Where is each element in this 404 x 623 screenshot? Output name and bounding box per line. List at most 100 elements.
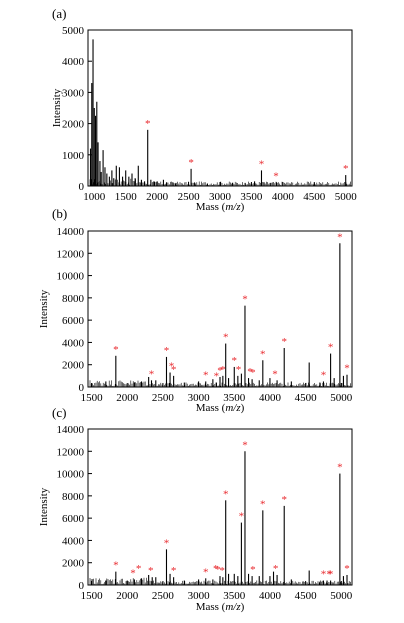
peak-marker-asterisk: * [188,157,194,169]
y-tick-label: 2000 [62,558,85,570]
peak-marker-asterisk: * [250,564,256,576]
peak-marker-asterisk: * [273,563,279,575]
peak-marker-asterisk: * [273,170,279,182]
y-tick-label: 10000 [57,271,85,283]
y-tick-label: 2000 [62,360,85,372]
peak-marker-asterisk: * [113,344,119,356]
x-tick-label: 3000 [188,392,211,404]
peak-marker-asterisk: * [321,369,327,381]
peak-marker-asterisk: * [223,332,229,344]
x-tick-label: 2000 [116,392,139,404]
x-tick-label: 5000 [330,590,353,602]
y-tick-label: 4000 [62,535,85,547]
peak-marker-asterisk: * [242,439,248,451]
x-tick-label: 3500 [223,590,246,602]
peak-marker-asterisk: * [236,364,242,376]
y-axis-label: Intensity [38,289,50,328]
y-tick-label: 4000 [62,337,85,349]
peak-marker-asterisk: * [281,494,287,506]
y-tick-label: 8000 [62,491,85,503]
peak-marker-asterisk: * [337,231,343,243]
y-tick-label: 0 [79,580,85,592]
peak-marker-asterisk: * [219,565,225,577]
peak-marker-asterisk: * [223,488,229,500]
peak-marker-asterisk: * [214,371,220,383]
x-tick-label: 4500 [295,392,318,404]
x-tick-label: 2500 [152,392,175,404]
x-tick-label: 2000 [116,590,139,602]
x-axis-label: Mass (m/z) [196,201,245,213]
y-tick-label: 0 [79,181,85,193]
spectrum-panel-3: (c) 0 2000 4000 6000 8000 10000 12000 14000 1500 2… [38,405,353,613]
x-axis-label: Mass (m/z) [196,601,245,613]
y-axis-label: Intensity [51,88,63,127]
peak-marker-asterisk: * [130,567,136,579]
x-tick-label: 4000 [259,590,282,602]
peak-marker-asterisk: * [260,348,266,360]
peak-marker-asterisk: * [203,566,209,578]
peak-marker-asterisk: * [149,368,155,380]
peak-marker-asterisk: * [281,336,287,348]
peak-marker-asterisk: * [171,565,177,577]
x-tick-label: 2500 [152,590,175,602]
peak-marker-asterisk: * [242,294,248,306]
peak-marker-asterisk: * [113,560,119,572]
peak-marker-asterisk: * [232,355,238,367]
peak-marker-asterisk: * [250,367,256,379]
peak-marker-asterisk: * [164,345,170,357]
y-axis-label: Intensity [38,487,50,526]
x-tick-label: 1500 [81,590,104,602]
y-tick-label: 1000 [62,150,85,162]
x-tick-label: 5000 [330,392,353,404]
x-tick-label: 4500 [295,590,318,602]
x-tick-label: 4500 [303,191,326,203]
peak-marker-asterisk: * [148,565,154,577]
panel-label: (c) [52,405,66,420]
peak-marker-asterisk: * [272,368,278,380]
y-tick-label: 6000 [62,513,85,525]
y-tick-label: 5000 [62,25,85,37]
x-tick-label: 3500 [240,191,263,203]
x-tick-label: 1500 [115,191,138,203]
y-tick-label: 12000 [57,248,85,260]
peak-marker-asterisk: * [337,462,343,474]
peak-marker-asterisk: * [203,369,209,381]
peak-marker-asterisk: * [260,498,266,510]
peak-marker-asterisk: * [213,563,219,575]
peak-marker-asterisk: * [145,118,151,130]
peak-marker-asterisk: * [247,366,253,378]
y-tick-label: 10000 [57,469,85,481]
peak-marker-asterisk: * [136,563,142,575]
x-tick-label: 2000 [146,191,169,203]
y-tick-label: 14000 [57,424,85,436]
peak-marker-asterisk: * [239,511,245,523]
panel-label: (a) [52,6,66,21]
plot-frame [87,428,353,586]
y-tick-label: 6000 [62,315,85,327]
panel-label: (b) [52,206,67,221]
y-tick-label: 3000 [62,87,85,99]
peak-marker-asterisk: * [326,569,332,581]
x-tick-label: 4000 [272,191,295,203]
peak-marker-asterisk: * [344,563,350,575]
peak-marker-asterisk: * [344,363,350,375]
peak-marker-asterisk: * [343,163,349,175]
y-tick-label: 2000 [62,119,85,131]
x-tick-label: 3000 [188,590,211,602]
peak-marker-asterisk: * [259,158,265,170]
peak-marker-asterisk: * [164,537,170,549]
plot-frame [87,29,353,187]
peak-marker-asterisk: * [215,564,221,576]
peak-marker-asterisk: * [220,364,226,376]
x-tick-label: 1500 [81,392,104,404]
y-tick-label: 14000 [57,226,85,238]
x-tick-label: 4000 [259,392,282,404]
y-tick-label: 0 [79,382,85,394]
peak-marker-asterisk: * [328,342,334,354]
spectrum-panel-2: (b) 0 2000 4000 6000 8000 10000 12000 14000 1500 2… [38,206,353,414]
x-axis-label: Mass (m/z) [196,402,245,414]
peak-marker-asterisk: * [321,569,327,581]
x-tick-label: 3500 [223,392,246,404]
